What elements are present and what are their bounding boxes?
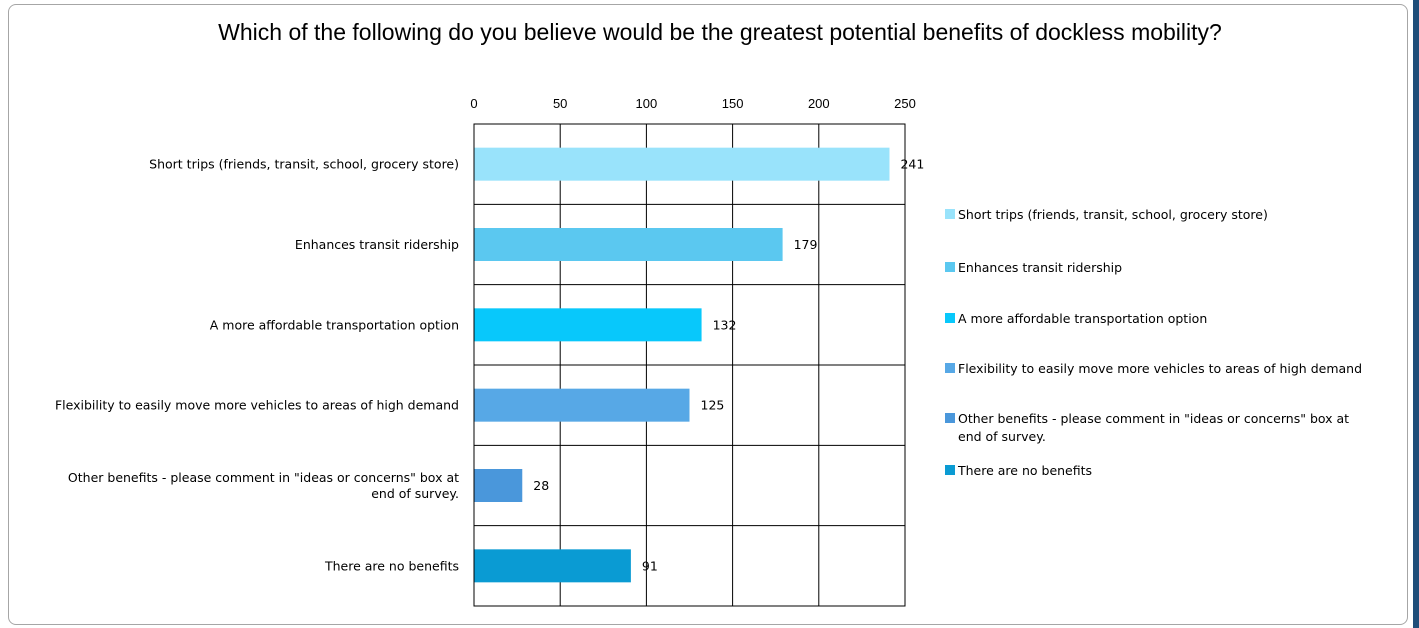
legend-item: There are no benefits	[945, 462, 1092, 480]
category-label: A more affordable transportation option	[210, 317, 459, 332]
data-label: 125	[701, 398, 725, 413]
category-label: Flexibility to easily move more vehicles…	[55, 398, 459, 413]
data-label: 132	[713, 317, 737, 332]
legend-item: Other benefits - please comment in "idea…	[945, 410, 1349, 446]
category-label: There are no benefits	[324, 558, 459, 573]
bar	[474, 469, 523, 502]
chart-frame	[8, 4, 1408, 625]
category-label: end of survey.	[371, 486, 459, 501]
legend-label: A more affordable transportation option	[958, 311, 1208, 326]
category-label: Enhances transit ridership	[295, 237, 459, 252]
bar	[474, 308, 702, 342]
legend-swatch	[945, 209, 955, 219]
data-label: 179	[794, 237, 818, 252]
legend-swatch	[945, 262, 955, 272]
window-edge	[1413, 0, 1419, 628]
legend-label: Short trips (friends, transit, school, g…	[958, 207, 1268, 222]
bar	[474, 228, 783, 261]
chart-title: Which of the following do you believe wo…	[218, 19, 1222, 45]
bar	[474, 388, 690, 422]
legend-label: Enhances transit ridership	[958, 260, 1123, 275]
legend-label: There are no benefits	[958, 463, 1093, 478]
x-tick-label: 250	[894, 96, 916, 111]
plot-area-border	[473, 123, 906, 607]
legend-item: Flexibility to easily move more vehicles…	[945, 360, 1362, 378]
data-label: 28	[533, 478, 549, 493]
legend-label: Other benefits - please comment in "idea…	[958, 411, 1350, 444]
data-label: 241	[900, 157, 924, 172]
legend-swatch	[945, 313, 955, 323]
x-tick-label: 100	[636, 96, 658, 111]
legend-item: Enhances transit ridership	[945, 259, 1122, 277]
x-tick-label: 0	[470, 96, 477, 111]
legend-label: Flexibility to easily move more vehicles…	[958, 361, 1363, 376]
bar	[474, 147, 890, 181]
x-tick-label: 50	[553, 96, 567, 111]
x-tick-label: 150	[722, 96, 744, 111]
category-label: Short trips (friends, transit, school, g…	[149, 157, 459, 172]
data-label: 91	[642, 558, 658, 573]
legend-item: A more affordable transportation option	[945, 310, 1207, 328]
legend-swatch	[945, 413, 955, 423]
bar	[474, 549, 631, 583]
legend-swatch	[945, 465, 955, 475]
category-label: Other benefits - please comment in "idea…	[68, 470, 459, 485]
legend-item: Short trips (friends, transit, school, g…	[945, 206, 1268, 224]
x-tick-label: 200	[808, 96, 830, 111]
legend-swatch	[945, 363, 955, 373]
